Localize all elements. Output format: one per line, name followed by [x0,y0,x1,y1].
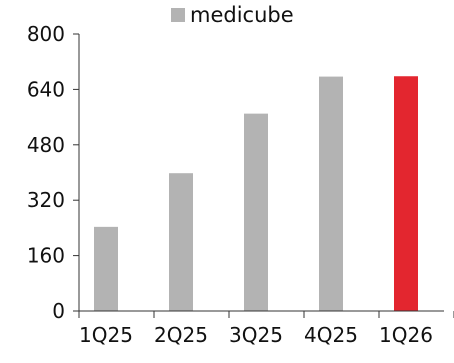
y-tick-label-0: 0 [52,299,65,323]
bar-1Q26 [394,76,418,312]
y-tick-label-160: 160 [27,244,65,268]
x-tick-label-2Q25: 2Q25 [154,323,208,347]
x-tick-label-1Q26: 1Q26 [379,323,433,347]
legend-swatch-medicube [171,8,185,22]
y-tick-label-800: 800 [27,22,65,46]
y-tick-label-320: 320 [27,188,65,212]
bar-3Q25 [244,113,268,311]
legend-label-medicube: medicube [190,3,294,27]
bar-4Q25 [319,76,343,312]
y-tick-label-480: 480 [27,133,65,157]
bar-2Q25 [169,173,193,311]
y-tick-label-640: 640 [27,77,65,101]
bar-1Q25 [94,226,118,311]
x-tick-label-1Q25: 1Q25 [79,323,133,347]
x-tick-label-3Q25: 3Q25 [229,323,283,347]
x-tick-label-4Q25: 4Q25 [304,323,358,347]
legend: medicube [171,3,294,27]
plot-area: 0 160 320 480 640 800 1Q25 2Q25 3Q25 4Q25 1Q26 [27,22,454,347]
